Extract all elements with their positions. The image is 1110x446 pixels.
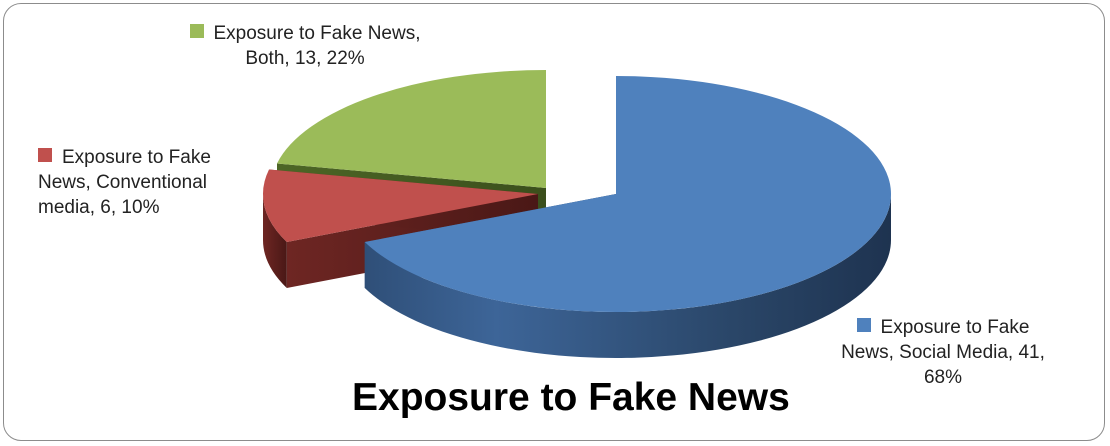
data-label-both-text: Exposure to Fake News, Both, 13, 22% [213, 23, 421, 69]
slice-side-social [364, 194, 891, 358]
legend-swatch-social [856, 318, 871, 332]
pie-slice-social [364, 76, 892, 358]
data-label-both: Exposure to Fake News, Both, 13, 22% [185, 21, 425, 71]
slice-top-conventional [263, 169, 538, 242]
legend-swatch-both [189, 24, 204, 38]
data-label-conventional: Exposure to Fake News, Conventional medi… [38, 145, 268, 220]
data-label-social: Exposure to Fake News, Social Media, 41,… [828, 315, 1058, 390]
data-label-social-text: Exposure to Fake News, Social Media, 41,… [841, 317, 1045, 388]
data-label-conventional-text: Exposure to Fake News, Conventional medi… [38, 147, 211, 218]
slice-top-social [364, 76, 892, 312]
chart-title: Exposure to Fake News [352, 376, 790, 419]
slice-top-both [277, 70, 546, 188]
slice-side-conventional [263, 194, 287, 288]
legend-swatch-conventional [38, 148, 52, 162]
